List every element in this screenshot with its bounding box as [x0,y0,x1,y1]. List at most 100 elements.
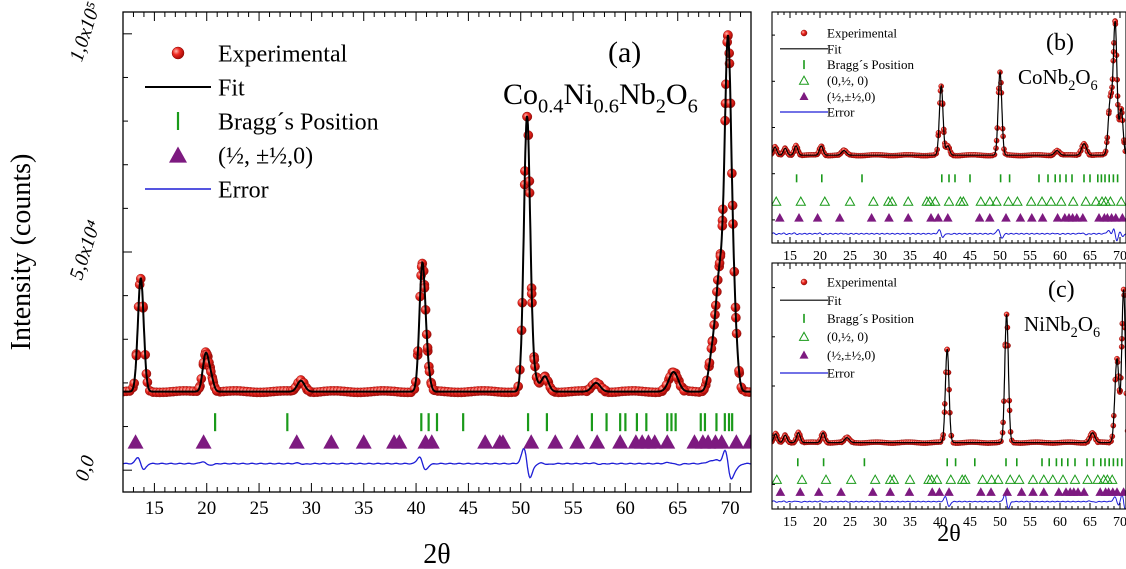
compound-part: Nb [619,78,656,111]
x-tick-label: 15 [783,515,797,530]
legend-label: Experimental [827,26,897,41]
plot-area [123,30,751,480]
legend-label: Bragg´s Position [218,109,379,135]
legend-label: Error [827,105,855,120]
legend-symbol-mag1 [169,146,187,163]
mag-phase-marker [1111,213,1121,222]
compound-part: Ni [564,78,594,111]
mag2-phase-marker [1082,474,1094,484]
legend-label: Error [218,177,269,203]
mag2-phase-marker [1069,474,1081,484]
mag-phase-marker [927,487,937,496]
mag-phase-marker [775,213,785,222]
legend-label: Experimental [218,41,348,67]
x-tick-label: 55 [1023,249,1037,264]
legend-label: Fit [827,293,842,308]
mag2-phase-marker [1025,196,1037,206]
compound-part: O [1075,65,1090,89]
x-tick-label: 30 [302,498,321,519]
mag2-phase-marker [986,474,998,484]
mag-phase-marker [477,434,494,449]
legend-symbol-experimental [800,29,808,37]
x-tick-label: 45 [963,515,977,530]
mag2-phase-marker [1013,474,1025,484]
mag-phase-marker [659,434,676,449]
mag2-phase-marker [945,474,957,484]
x-tick-label: 20 [813,515,827,530]
mag-phase-marker [835,213,845,222]
legend-label: (0,½, 0) [827,73,868,88]
mag2-phase-marker [1038,474,1050,484]
x-tick-label: 25 [843,249,857,264]
legend-label: (½,±½,0) [827,89,875,104]
y-tick-label: 5,0x10⁴ [65,218,105,283]
x-tick-label: 15 [145,498,164,519]
mag2-phase-marker [1004,474,1016,484]
mag2-phase-marker [1090,196,1102,206]
compound-formula: CoNb2O6 [1018,65,1098,94]
mag-phase-marker [1079,487,1089,496]
mag-phase-marker [1052,213,1063,222]
mag-phase-marker [986,487,996,496]
mag-phase-marker [494,434,511,449]
legend-label: (0,½, 0) [827,329,868,344]
legend-label: Experimental [827,275,897,290]
mag-phase-marker [1027,213,1037,222]
x-tick-label: 55 [1023,515,1037,530]
plot-area [772,18,1126,242]
legend-label: (½, ±½,0) [218,143,313,169]
x-tick-label: 60 [616,498,635,519]
mag-phase-marker [884,213,894,222]
mag-phase-marker [646,434,663,449]
mag2-phase-marker [943,196,955,206]
mag-phase-marker [1078,213,1088,222]
mag2-phase-marker [902,196,914,206]
plot-area [772,286,1126,509]
legend-label: Fit [827,41,842,56]
compound-part: 6 [1091,78,1098,94]
x-tick-label: 20 [197,498,216,519]
legend-label: Fit [218,75,245,101]
mag2-phase-marker [1002,196,1014,206]
mag-phase-marker [974,213,985,222]
mag2-phase-marker [795,196,807,206]
x-tick-label: 50 [993,249,1007,264]
compound-part: 2 [656,95,666,117]
mag2-phase-marker [1080,196,1092,206]
compound-part: 2 [1068,78,1075,94]
x-axis-label: 2θ [937,521,961,547]
y-tick-label: 1,0x10⁵ [65,0,105,64]
x-tick-label: 45 [459,498,478,519]
mag-phase-marker [1001,213,1011,222]
legend-symbol-mag2 [798,331,810,341]
legend-label: Error [827,366,855,381]
mag-phase-marker [775,487,786,496]
mag2-phase-marker [1057,474,1069,484]
x-tick-label: 35 [903,249,917,264]
mag2-phase-marker [772,474,783,484]
mag-phase-marker [1039,487,1049,496]
mag2-phase-marker [975,196,987,206]
compound-formula: Co0.4Ni0.6Nb2O6 [503,78,698,117]
x-tick-label: 70 [1113,249,1126,264]
mag-phase-marker [1112,487,1122,496]
mag-phase-marker [195,434,212,449]
mag-phase-marker [589,434,606,449]
mag-phase-marker [1117,213,1126,222]
mag2-phase-marker [796,474,808,484]
mag2-phase-marker [977,474,989,484]
mag2-phase-marker [886,196,898,206]
panel-label: (c) [1048,277,1075,303]
mag-phase-marker [885,487,895,496]
mag-phase-marker [288,434,305,449]
mag-phase-marker [1072,213,1082,222]
error-line [772,228,1126,242]
panel-a: 15 20 25 30 35 40 45 50 55 60 65 70 2θ 0,0 5,0x10⁴ 1,0x… [6,0,752,569]
mag-phase-marker [814,487,824,496]
compound-part: CoNb [1018,65,1068,89]
mag-phase-marker [741,434,751,449]
legend-label: Bragg´s Position [827,57,915,72]
panel-c: 15 20 25 30 35 40 45 50 55 60 65 70 2θ (c) NiNb2O6 Expe… [771,262,1126,547]
mag2-phase-marker [926,474,938,484]
mag2-phase-marker [1036,196,1048,206]
